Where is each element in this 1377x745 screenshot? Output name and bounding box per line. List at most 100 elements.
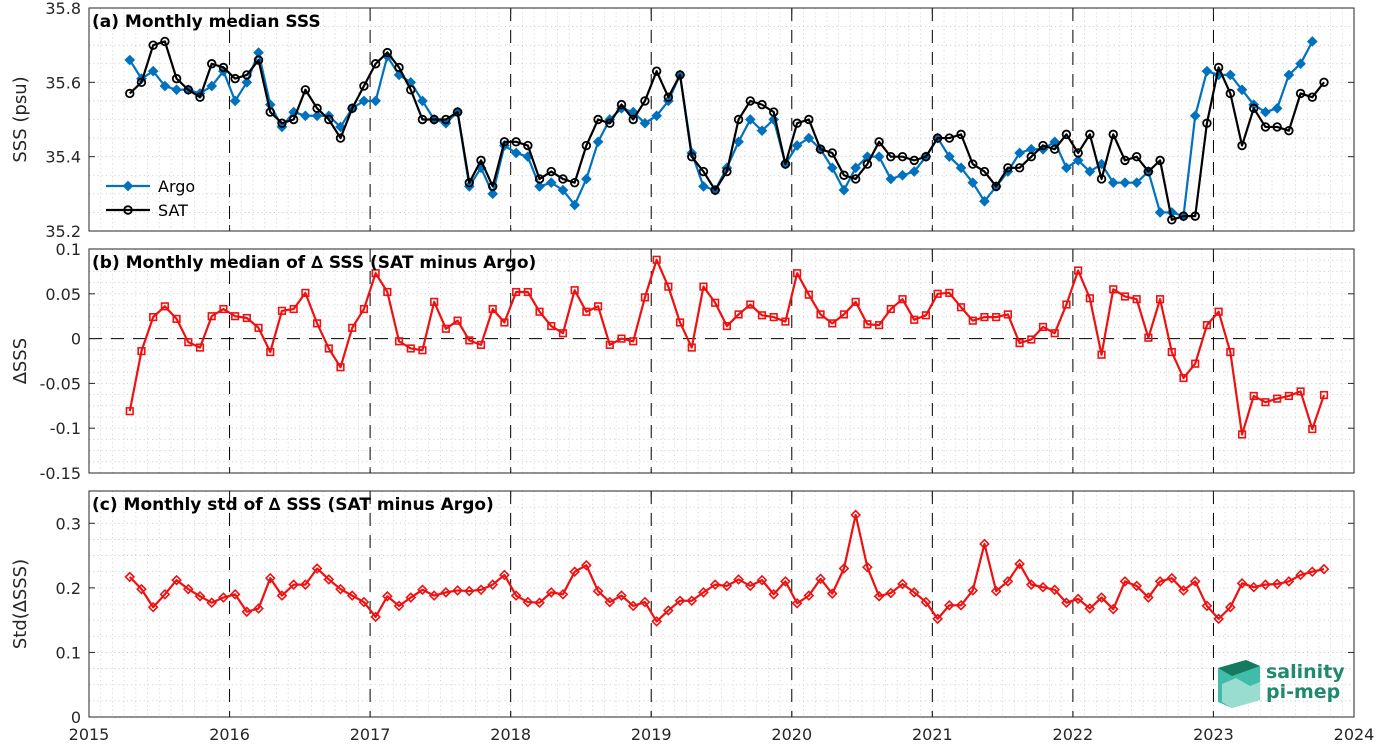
legend-label: Argo [158, 177, 195, 196]
data-point [593, 114, 603, 125]
data-point [1109, 285, 1118, 294]
data-point [592, 585, 604, 597]
data-point [488, 304, 497, 314]
data-point [1295, 569, 1306, 581]
data-point [406, 344, 415, 353]
data-point [862, 561, 873, 573]
data-point [394, 337, 404, 346]
data-point [1061, 162, 1072, 174]
x-tick-label: 2021 [912, 725, 953, 744]
x-tick-label: 2022 [1053, 725, 1094, 744]
data-point [300, 579, 311, 590]
data-point [1167, 215, 1177, 225]
data-point [394, 62, 404, 73]
data-point [159, 80, 171, 92]
data-point [534, 181, 545, 192]
data-point [652, 255, 661, 264]
data-point [826, 162, 838, 174]
x-tick-label: 2023 [1193, 725, 1234, 744]
logo-wave-icon [1222, 678, 1260, 708]
data-point [418, 346, 427, 355]
data-point [639, 117, 651, 129]
plot-frame [88, 7, 1355, 232]
data-point [1249, 103, 1259, 114]
data-point [382, 47, 393, 58]
data-point [733, 574, 744, 585]
data-point [147, 65, 159, 77]
data-point [160, 36, 170, 47]
data-point [358, 95, 370, 107]
data-point [768, 114, 780, 125]
data-point [1132, 295, 1141, 304]
data-point [616, 99, 627, 110]
data-point [1226, 347, 1235, 357]
data-point [159, 588, 171, 600]
data-point [417, 114, 428, 125]
plot-frame [88, 490, 1355, 718]
data-point [441, 114, 451, 125]
data-point [968, 159, 978, 169]
x-tick-label: 2015 [69, 725, 110, 744]
data-point [944, 599, 955, 611]
data-point [581, 140, 592, 151]
data-point [148, 40, 158, 50]
data-point [686, 595, 698, 607]
data-point [254, 323, 263, 332]
data-point [335, 121, 346, 133]
data-point [581, 173, 592, 185]
x-axis-labels: 2015 2016 2017 2018 2019 2020 2021 2022 2023 2024 [69, 725, 1375, 744]
data-point [616, 590, 627, 601]
data-point [348, 323, 357, 332]
data-point [510, 590, 522, 601]
data-point [277, 118, 287, 128]
y-tick-label: 0.1 [56, 643, 81, 662]
data-point [604, 596, 616, 608]
data-point [124, 54, 136, 66]
data-point [276, 590, 288, 601]
data-point [1295, 58, 1306, 70]
data-point [288, 114, 299, 125]
data-point [558, 174, 568, 184]
data-point [569, 199, 581, 211]
data-point [698, 181, 709, 192]
data-point [195, 343, 205, 352]
data-point [664, 282, 673, 291]
data-point [873, 151, 885, 162]
data-point [605, 118, 615, 128]
data-point [1037, 581, 1049, 593]
legend-marker [123, 205, 133, 215]
data-point [1179, 373, 1188, 383]
data-point [687, 151, 697, 162]
data-point [1306, 566, 1318, 578]
data-point [1201, 600, 1213, 612]
data-point [1107, 603, 1119, 615]
x-tick-label: 2017 [350, 725, 391, 744]
data-point [592, 136, 604, 148]
data-point [406, 85, 416, 95]
data-point [358, 596, 370, 608]
data-point [873, 590, 885, 602]
data-point [874, 137, 884, 147]
data-point [253, 603, 264, 614]
data-point [523, 140, 533, 151]
data-point [1271, 578, 1283, 590]
data-point [1084, 166, 1096, 177]
data-point [980, 312, 989, 322]
data-point [207, 59, 217, 69]
data-point [453, 316, 462, 325]
data-point [1308, 424, 1317, 434]
data-point [1085, 129, 1095, 140]
data-point [687, 343, 696, 352]
data-point [219, 304, 228, 314]
data-point [663, 92, 674, 102]
y-axis-label: ∆SSS [10, 338, 31, 385]
data-point [1319, 77, 1329, 88]
data-point [324, 344, 333, 353]
data-point [534, 597, 545, 609]
data-point [1003, 310, 1012, 319]
data-point [967, 177, 979, 189]
data-point [300, 110, 311, 122]
data-point [1014, 163, 1025, 173]
data-point [440, 587, 452, 598]
